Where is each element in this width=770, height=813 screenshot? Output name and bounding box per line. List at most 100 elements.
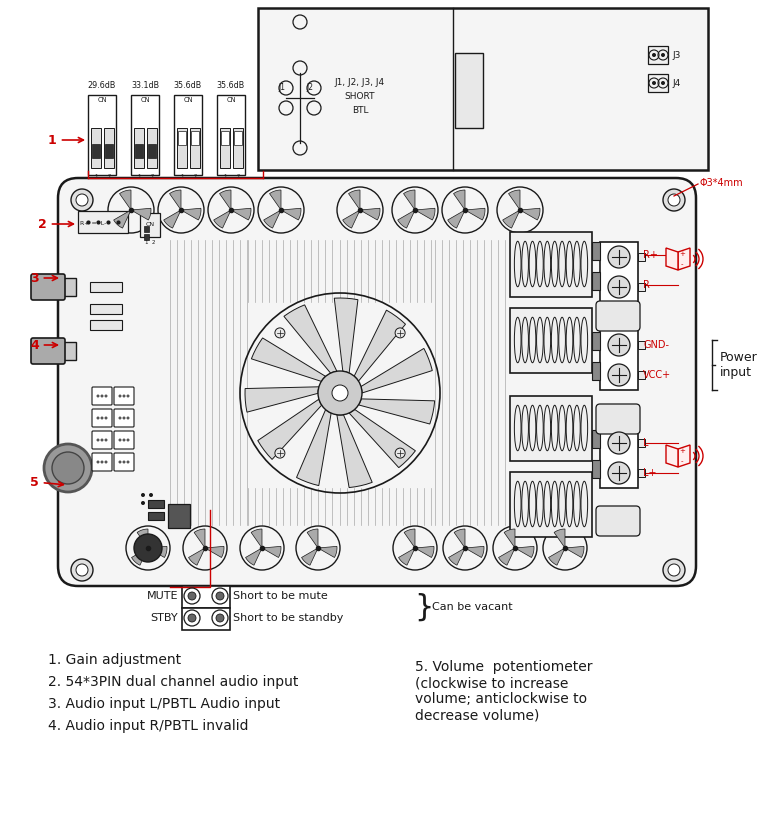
Text: R+ =  L-: R+ = L-: [80, 221, 106, 226]
Bar: [638, 439, 645, 447]
Text: MUTE: MUTE: [146, 591, 178, 601]
Circle shape: [101, 460, 103, 463]
Text: 1  2: 1 2: [145, 240, 156, 245]
Polygon shape: [343, 210, 360, 228]
Text: 2: 2: [236, 173, 239, 179]
Text: 1: 1: [94, 173, 98, 179]
Text: CN: CN: [97, 97, 107, 103]
Bar: [221, 131, 229, 145]
Circle shape: [126, 416, 129, 420]
Bar: [510, 396, 592, 461]
Bar: [220, 128, 230, 168]
Circle shape: [122, 394, 126, 398]
Circle shape: [44, 444, 92, 492]
Text: }: }: [414, 593, 434, 621]
Circle shape: [275, 448, 285, 458]
Bar: [144, 226, 149, 232]
Circle shape: [96, 394, 99, 398]
Polygon shape: [465, 546, 484, 558]
Bar: [592, 362, 600, 380]
Polygon shape: [397, 210, 415, 228]
Text: 4: 4: [30, 338, 57, 351]
Polygon shape: [359, 399, 435, 424]
Polygon shape: [281, 208, 301, 220]
Circle shape: [96, 438, 99, 441]
Circle shape: [105, 416, 108, 420]
Bar: [592, 332, 600, 350]
Polygon shape: [114, 210, 131, 228]
FancyBboxPatch shape: [114, 453, 134, 471]
Text: 5. Volume  potentiometer
(clockwise to increase
volume; anticlockwise to
decreas: 5. Volume potentiometer (clockwise to in…: [415, 660, 592, 723]
Polygon shape: [404, 529, 415, 548]
Text: 2: 2: [150, 173, 154, 179]
Circle shape: [652, 81, 656, 85]
Text: R+: R+: [643, 250, 658, 260]
Polygon shape: [454, 529, 465, 548]
FancyBboxPatch shape: [31, 274, 65, 300]
Polygon shape: [251, 529, 262, 548]
Polygon shape: [194, 529, 205, 548]
Text: J1: J1: [279, 82, 286, 92]
Bar: [182, 608, 230, 630]
Circle shape: [122, 460, 126, 463]
Text: L+: L+: [643, 468, 657, 478]
Text: J3: J3: [672, 50, 681, 59]
Polygon shape: [465, 208, 485, 220]
Bar: [174, 95, 202, 175]
Circle shape: [668, 564, 680, 576]
Bar: [56, 278, 76, 296]
Polygon shape: [258, 399, 322, 459]
Polygon shape: [503, 210, 520, 228]
Polygon shape: [678, 445, 690, 467]
Bar: [217, 95, 245, 175]
Polygon shape: [131, 208, 151, 220]
Circle shape: [608, 246, 630, 268]
Polygon shape: [214, 210, 231, 228]
Circle shape: [188, 614, 196, 622]
Circle shape: [216, 614, 224, 622]
Bar: [638, 253, 645, 261]
Text: VCC+: VCC+: [643, 370, 671, 380]
FancyBboxPatch shape: [58, 178, 696, 586]
Bar: [600, 428, 638, 488]
Circle shape: [126, 438, 129, 441]
Polygon shape: [415, 208, 435, 220]
Text: 4. Audio input R/PBTL invalid: 4. Audio input R/PBTL invalid: [48, 719, 249, 733]
Bar: [56, 342, 76, 360]
Bar: [78, 211, 128, 233]
Bar: [104, 128, 114, 168]
Bar: [600, 242, 638, 302]
Bar: [234, 131, 242, 145]
Bar: [144, 234, 149, 240]
Circle shape: [96, 416, 99, 420]
Circle shape: [141, 493, 145, 497]
Circle shape: [119, 438, 122, 441]
Text: J1, J2, J3, J4: J1, J2, J3, J4: [335, 77, 385, 86]
Bar: [88, 95, 116, 175]
Bar: [90, 282, 122, 292]
Bar: [638, 371, 645, 379]
Polygon shape: [137, 529, 148, 548]
Circle shape: [71, 189, 93, 211]
Circle shape: [101, 416, 103, 420]
Bar: [638, 283, 645, 291]
Polygon shape: [262, 546, 281, 558]
Polygon shape: [349, 190, 360, 210]
Bar: [600, 330, 638, 390]
FancyBboxPatch shape: [596, 404, 640, 434]
Bar: [510, 232, 592, 297]
Polygon shape: [219, 190, 231, 210]
Polygon shape: [164, 210, 181, 228]
Text: +: +: [679, 448, 685, 454]
FancyBboxPatch shape: [92, 453, 112, 471]
Bar: [134, 128, 144, 168]
Circle shape: [318, 371, 362, 415]
FancyBboxPatch shape: [114, 409, 134, 427]
Polygon shape: [415, 546, 434, 558]
Circle shape: [608, 334, 630, 356]
Polygon shape: [148, 546, 167, 558]
Circle shape: [275, 328, 285, 338]
Text: 2. 54*3PIN dual channel audio input: 2. 54*3PIN dual channel audio input: [48, 675, 299, 689]
Polygon shape: [270, 190, 281, 210]
Circle shape: [119, 460, 122, 463]
